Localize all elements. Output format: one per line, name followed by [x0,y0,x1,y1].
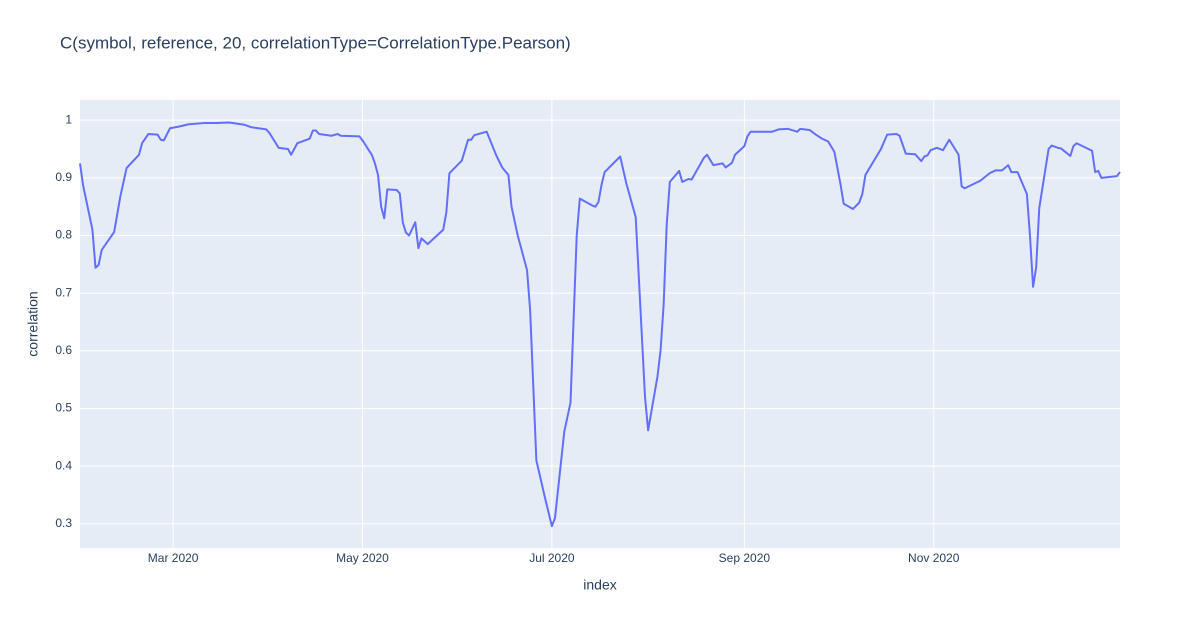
chart-title: C(symbol, reference, 20, correlationType… [60,33,571,52]
x-tick-label: May 2020 [336,551,389,565]
line-series [79,121,1121,528]
x-tick-label: Sep 2020 [719,551,771,565]
y-tick-label: 0.5 [55,401,72,415]
y-tick-label: 0.9 [55,170,72,184]
x-tick-label: Jul 2020 [529,551,575,565]
y-tick-label: 0.8 [55,228,72,242]
y-tick-label: 0.6 [55,343,72,357]
y-tick-label: 1 [65,112,72,126]
x-tick-label: Mar 2020 [148,551,199,565]
y-tick-label: 0.7 [55,285,72,299]
y-axis-title: correlation [25,291,41,356]
plot-area [80,100,1120,548]
x-tick-label: Nov 2020 [908,551,960,565]
y-tick-label: 0.3 [55,516,72,530]
y-tick-label: 0.4 [55,458,72,472]
x-axis-title: index [583,577,616,593]
